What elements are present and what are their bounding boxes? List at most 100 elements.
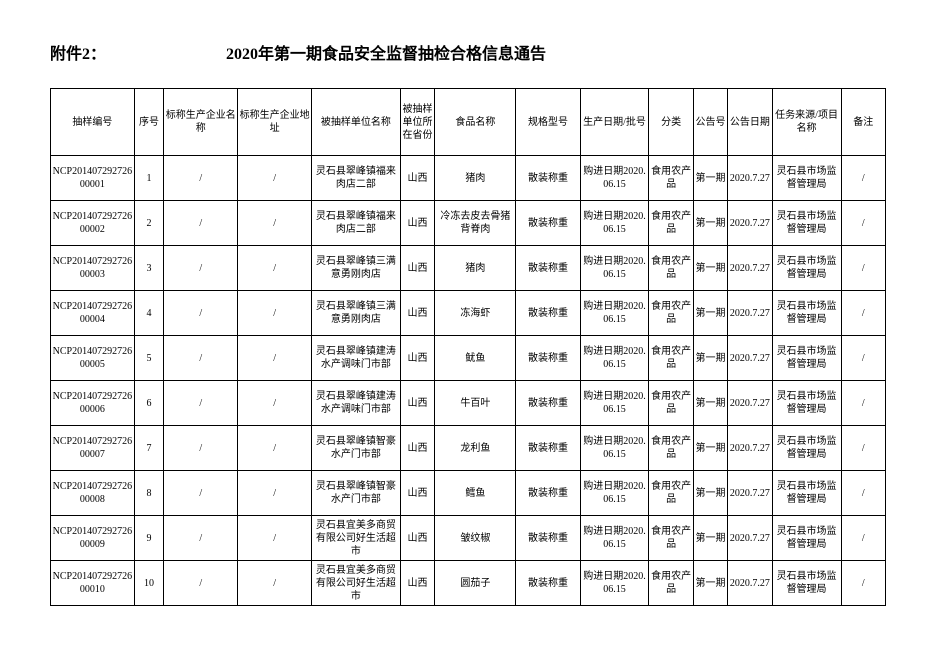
cell-food-name: 鳕鱼 [435,471,516,516]
cell-address: / [238,336,312,381]
cell-enterprise: / [164,426,238,471]
cell-sample-id: NCP20140729272600008 [51,471,135,516]
col-food-name: 食品名称 [435,89,516,156]
cell-notice-no: 第一期 [693,291,727,336]
cell-source: 灵石县市场监督管理局 [772,201,841,246]
cell-source: 灵石县市场监督管理局 [772,246,841,291]
cell-province: 山西 [400,246,434,291]
cell-spec: 散装称重 [516,246,580,291]
cell-notice-no: 第一期 [693,471,727,516]
cell-province: 山西 [400,156,434,201]
cell-prod-date: 购进日期2020.06.15 [580,156,649,201]
cell-seq: 5 [134,336,164,381]
col-address: 标称生产企业地址 [238,89,312,156]
cell-seq: 3 [134,246,164,291]
cell-prod-date: 购进日期2020.06.15 [580,471,649,516]
cell-category: 食用农产品 [649,426,693,471]
cell-prod-date: 购进日期2020.06.15 [580,246,649,291]
cell-spec: 散装称重 [516,201,580,246]
cell-sample-id: NCP20140729272600002 [51,201,135,246]
cell-category: 食用农产品 [649,336,693,381]
cell-spec: 散装称重 [516,471,580,516]
cell-food-name: 冷冻去皮去骨猪背脊肉 [435,201,516,246]
cell-sample-id: NCP20140729272600009 [51,516,135,561]
cell-food-name: 皱纹椒 [435,516,516,561]
cell-enterprise: / [164,156,238,201]
cell-sample-unit: 灵石县翠峰镇福来肉店二部 [312,156,401,201]
cell-notice-no: 第一期 [693,516,727,561]
table-row: NCP201407292726000011//灵石县翠峰镇福来肉店二部山西猪肉散… [51,156,886,201]
cell-spec: 散装称重 [516,381,580,426]
cell-remark: / [841,426,885,471]
cell-category: 食用农产品 [649,471,693,516]
cell-notice-date: 2020.7.27 [728,471,772,516]
cell-prod-date: 购进日期2020.06.15 [580,516,649,561]
col-source: 任务来源/项目名称 [772,89,841,156]
cell-notice-no: 第一期 [693,156,727,201]
cell-address: / [238,516,312,561]
cell-sample-unit: 灵石县翠峰镇智豪水产门市部 [312,426,401,471]
cell-seq: 6 [134,381,164,426]
table-row: NCP201407292726000066//灵石县翠峰镇建涛水产调味门市部山西… [51,381,886,426]
cell-notice-date: 2020.7.27 [728,516,772,561]
cell-sample-id: NCP20140729272600001 [51,156,135,201]
cell-seq: 2 [134,201,164,246]
cell-enterprise: / [164,291,238,336]
cell-food-name: 猪肉 [435,156,516,201]
cell-address: / [238,561,312,606]
cell-category: 食用农产品 [649,561,693,606]
col-category: 分类 [649,89,693,156]
cell-address: / [238,426,312,471]
cell-food-name: 龙利鱼 [435,426,516,471]
cell-sample-id: NCP20140729272600010 [51,561,135,606]
cell-remark: / [841,381,885,426]
table-row: NCP201407292726000077//灵石县翠峰镇智豪水产门市部山西龙利… [51,426,886,471]
cell-sample-unit: 灵石县宜美多商贸有限公司好生活超市 [312,561,401,606]
cell-sample-id: NCP20140729272600006 [51,381,135,426]
table-body: NCP201407292726000011//灵石县翠峰镇福来肉店二部山西猪肉散… [51,156,886,606]
cell-source: 灵石县市场监督管理局 [772,516,841,561]
cell-notice-date: 2020.7.27 [728,246,772,291]
cell-spec: 散装称重 [516,336,580,381]
cell-province: 山西 [400,516,434,561]
cell-enterprise: / [164,381,238,426]
header-line: 附件2： 2020年第一期食品安全监督抽检合格信息通告 [50,40,886,64]
cell-address: / [238,201,312,246]
cell-sample-unit: 灵石县翠峰镇建涛水产调味门市部 [312,381,401,426]
cell-remark: / [841,516,885,561]
cell-category: 食用农产品 [649,516,693,561]
cell-prod-date: 购进日期2020.06.15 [580,381,649,426]
cell-spec: 散装称重 [516,426,580,471]
cell-notice-no: 第一期 [693,201,727,246]
cell-notice-no: 第一期 [693,246,727,291]
cell-food-name: 冻海虾 [435,291,516,336]
cell-remark: / [841,336,885,381]
cell-sample-id: NCP20140729272600007 [51,426,135,471]
cell-category: 食用农产品 [649,246,693,291]
cell-address: / [238,381,312,426]
cell-spec: 散装称重 [516,561,580,606]
cell-spec: 散装称重 [516,156,580,201]
cell-sample-unit: 灵石县翠峰镇智豪水产门市部 [312,471,401,516]
cell-spec: 散装称重 [516,516,580,561]
cell-remark: / [841,291,885,336]
cell-notice-date: 2020.7.27 [728,561,772,606]
cell-address: / [238,156,312,201]
cell-source: 灵石县市场监督管理局 [772,381,841,426]
table-row: NCP201407292726000033//灵石县翠峰镇三满意勇刚肉店山西猪肉… [51,246,886,291]
cell-sample-unit: 灵石县宜美多商贸有限公司好生活超市 [312,516,401,561]
cell-remark: / [841,561,885,606]
cell-notice-no: 第一期 [693,561,727,606]
cell-seq: 10 [134,561,164,606]
cell-source: 灵石县市场监督管理局 [772,561,841,606]
table-header-row: 抽样编号 序号 标称生产企业名称 标称生产企业地址 被抽样单位名称 被抽样单位所… [51,89,886,156]
cell-sample-unit: 灵石县翠峰镇福来肉店二部 [312,201,401,246]
cell-category: 食用农产品 [649,381,693,426]
cell-address: / [238,291,312,336]
page-title: 2020年第一期食品安全监督抽检合格信息通告 [226,40,546,64]
cell-seq: 4 [134,291,164,336]
cell-notice-no: 第一期 [693,336,727,381]
col-seq: 序号 [134,89,164,156]
cell-notice-no: 第一期 [693,381,727,426]
cell-province: 山西 [400,201,434,246]
